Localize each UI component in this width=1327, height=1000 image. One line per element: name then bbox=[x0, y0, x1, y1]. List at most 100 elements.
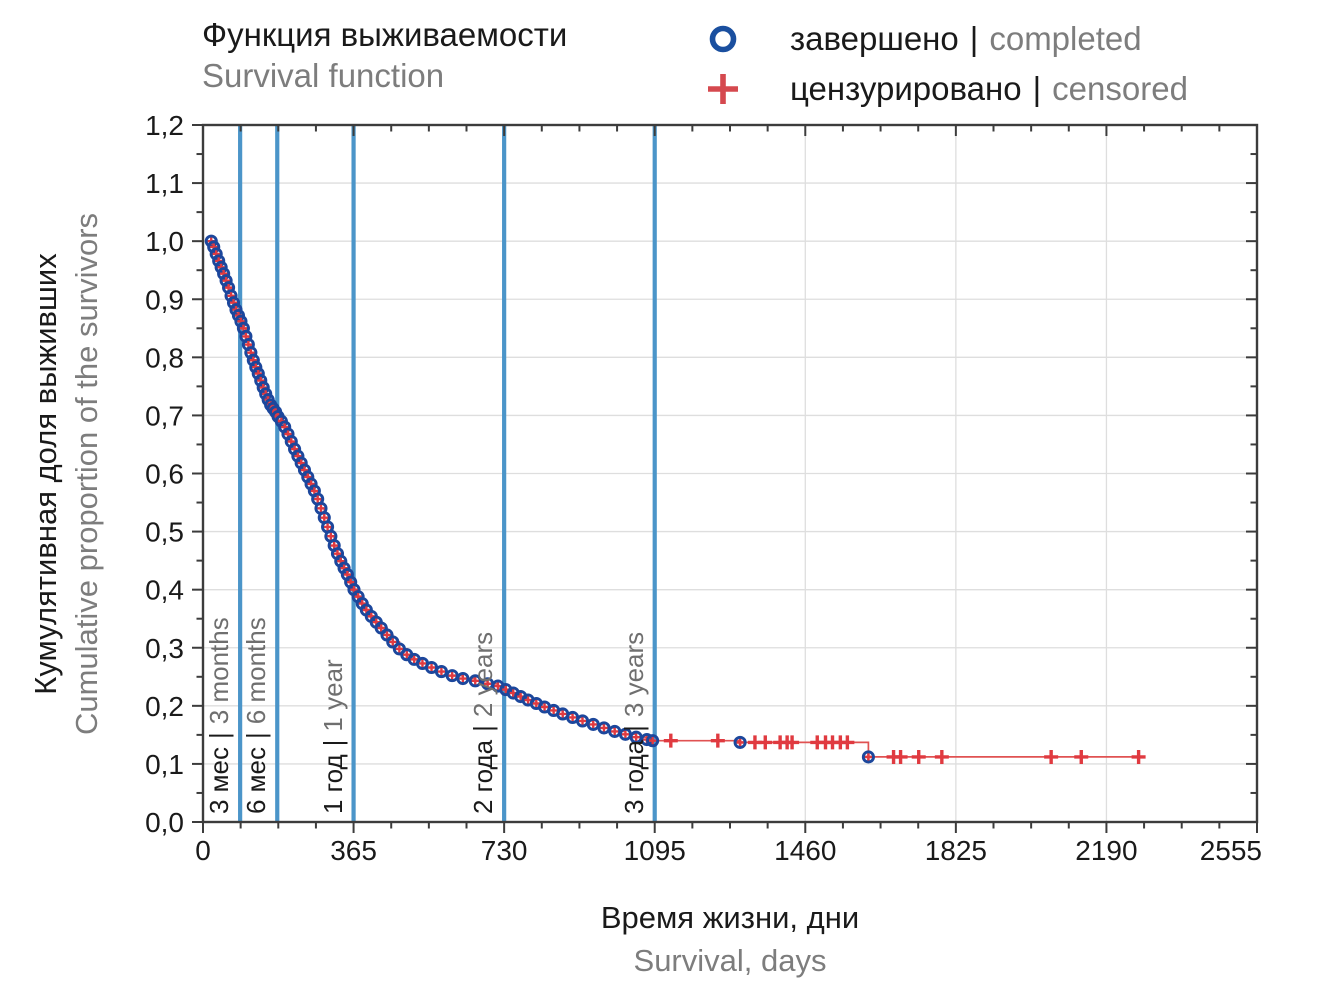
y-tick-label: 1,0 bbox=[145, 226, 184, 257]
legend-completed-ru: завершено bbox=[790, 20, 959, 57]
reference-line-label: 3 мес|3 months bbox=[204, 617, 235, 814]
frame-and-ticks bbox=[192, 123, 1259, 833]
y-tick-label: 0,9 bbox=[145, 284, 184, 315]
x-tick-labels: 0 365 730 1095 1460 1825 2190 2555 bbox=[195, 835, 1262, 866]
censored-plus bbox=[577, 716, 588, 726]
reference-line-label: 3 года|3 years bbox=[618, 631, 649, 814]
y-tick-label: 0,6 bbox=[145, 459, 184, 490]
event-circle bbox=[733, 735, 747, 749]
y-tick-label: 1,2 bbox=[145, 110, 184, 141]
x-axis-title-en: Survival, days bbox=[633, 943, 827, 978]
censored-plus bbox=[426, 662, 437, 673]
event-circle bbox=[224, 289, 238, 303]
x-tick-label: 2555 bbox=[1200, 835, 1262, 866]
censored-plus bbox=[735, 737, 746, 748]
legend-separator: | bbox=[1032, 70, 1042, 107]
reference-line-label: 2 года|2 years bbox=[468, 631, 499, 814]
censored-plus bbox=[631, 732, 641, 742]
censored-plus bbox=[588, 719, 598, 730]
y-tick-label: 0,0 bbox=[145, 807, 184, 838]
censored-plus bbox=[609, 726, 620, 737]
event-circle bbox=[456, 671, 470, 686]
censored-plus bbox=[388, 637, 398, 647]
event-circle bbox=[334, 554, 348, 568]
censored-plus bbox=[447, 670, 457, 681]
censored-plus bbox=[376, 623, 386, 633]
censored-plus bbox=[326, 531, 336, 541]
chart-title-ru: Функция выживаемости bbox=[202, 16, 568, 53]
event-circle bbox=[256, 380, 270, 395]
event-circle bbox=[214, 260, 228, 274]
censored-plus bbox=[1074, 749, 1089, 764]
censored-plus bbox=[470, 676, 480, 686]
x-tick-label: 730 bbox=[481, 835, 528, 866]
event-circle bbox=[861, 750, 875, 764]
event-circle bbox=[586, 717, 600, 731]
event-circle bbox=[244, 346, 258, 360]
reference-lines-layer bbox=[238, 125, 657, 822]
event-circle bbox=[251, 367, 265, 381]
censored-plus bbox=[663, 733, 678, 748]
event-circle bbox=[288, 442, 302, 456]
event-circle bbox=[291, 449, 305, 463]
chart-title-en: Survival function bbox=[202, 57, 445, 94]
x-tick-label: 0 bbox=[195, 835, 211, 866]
legend-item-completed: завершено | completed bbox=[698, 14, 1188, 64]
event-circle bbox=[254, 374, 268, 388]
x-tick-label: 1095 bbox=[624, 835, 686, 866]
event-circle bbox=[337, 561, 351, 575]
legend: завершено | completed цензурировано | ce… bbox=[698, 14, 1188, 114]
censored-plus bbox=[599, 723, 609, 733]
x-tick-label: 1460 bbox=[774, 835, 836, 866]
censored-plus bbox=[382, 630, 392, 640]
censored-plus bbox=[567, 712, 578, 723]
censored-plus bbox=[1131, 749, 1146, 764]
x-tick-label: 2190 bbox=[1075, 835, 1137, 866]
y-tick-label: 1,1 bbox=[145, 168, 184, 199]
y-tick-label: 0,1 bbox=[145, 749, 184, 780]
censored-plus bbox=[558, 709, 568, 719]
x-tick-label: 365 bbox=[330, 835, 377, 866]
event-circle bbox=[234, 314, 248, 328]
censored-plus bbox=[710, 733, 725, 748]
event-circle bbox=[217, 267, 231, 281]
censored-plus bbox=[316, 503, 326, 514]
event-circle bbox=[434, 665, 448, 679]
censored-plus bbox=[482, 679, 493, 689]
censored-plus bbox=[863, 751, 874, 762]
event-circle bbox=[646, 734, 660, 748]
x-tick-label: 1825 bbox=[925, 835, 987, 866]
event-circle bbox=[468, 674, 482, 688]
y-tick-label: 0,3 bbox=[145, 633, 184, 664]
censored-plus bbox=[394, 644, 405, 654]
censored-plus bbox=[840, 735, 855, 750]
event-circle bbox=[386, 635, 400, 649]
event-circle bbox=[246, 353, 260, 367]
completed-circle-icon bbox=[698, 24, 748, 54]
y-tick-label: 0,5 bbox=[145, 517, 184, 548]
censored-plus bbox=[548, 705, 559, 716]
event-circle bbox=[209, 247, 223, 261]
censored-plus bbox=[458, 673, 468, 684]
censored-plus bbox=[620, 729, 631, 739]
censored-plus bbox=[1044, 749, 1059, 764]
censored-plus bbox=[319, 512, 329, 523]
censored-plus-icon bbox=[698, 72, 748, 106]
y-tick-label: 0,2 bbox=[145, 691, 184, 722]
y-tick-label: 0,4 bbox=[145, 575, 184, 606]
censored-plus bbox=[934, 749, 949, 764]
reference-line-label: 1 год|1 year bbox=[317, 659, 348, 814]
event-circle bbox=[597, 721, 611, 735]
y-tick-label: 0,8 bbox=[145, 342, 184, 373]
censored-plus bbox=[647, 735, 658, 746]
event-circle bbox=[304, 477, 318, 491]
y-tick-label: 0,7 bbox=[145, 400, 184, 431]
grid-layer bbox=[203, 125, 1257, 822]
event-circle bbox=[219, 274, 233, 288]
event-circle bbox=[294, 456, 308, 470]
censored-plus bbox=[417, 658, 428, 669]
legend-separator: | bbox=[969, 20, 979, 57]
censored-plus bbox=[539, 702, 550, 712]
